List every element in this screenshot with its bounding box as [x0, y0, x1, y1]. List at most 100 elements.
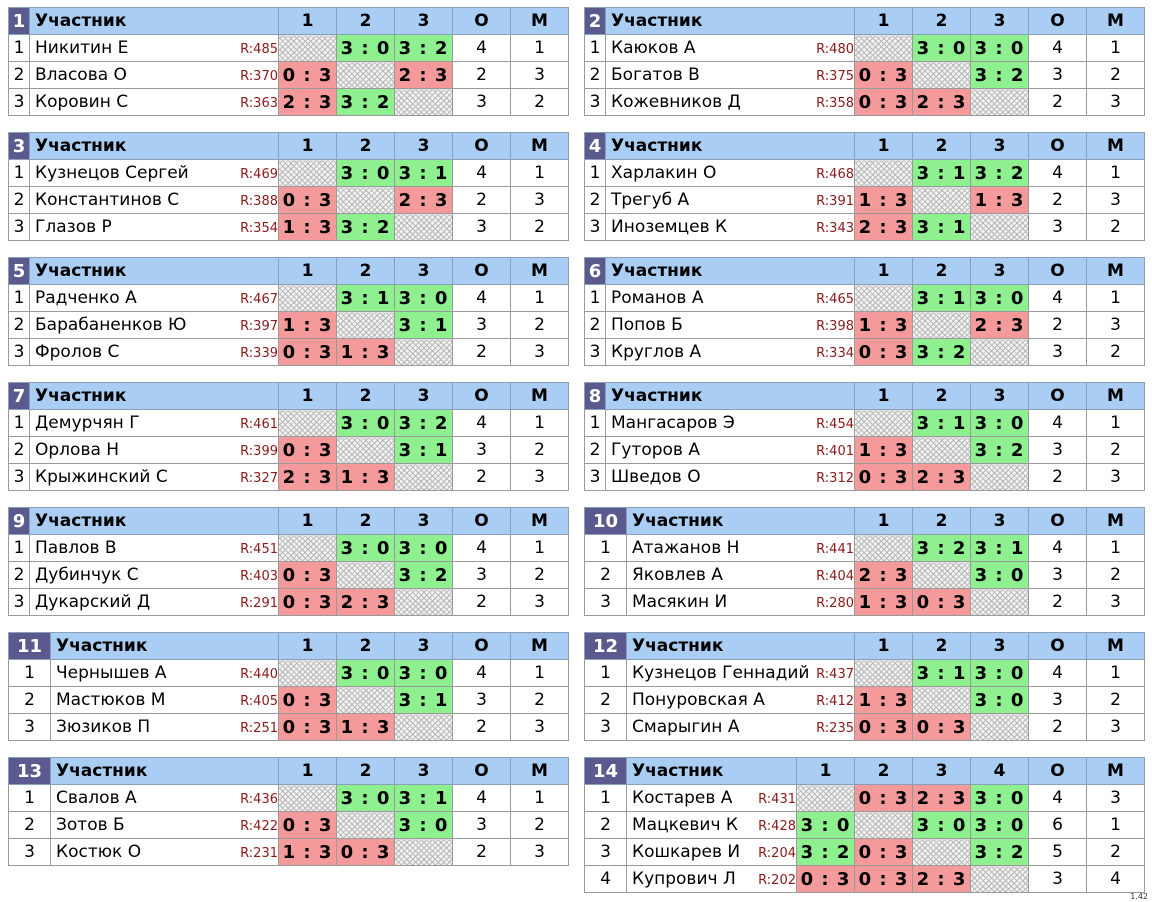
player-name-cell: Орлова Н R:399 [29, 436, 279, 464]
player-index: 2 [584, 436, 606, 464]
self-match-cell [912, 61, 971, 89]
player-name: Павлов В [35, 538, 117, 558]
player-index: 1 [584, 159, 606, 187]
place-column-header: М [1086, 382, 1145, 410]
match-score: 3 : 1 [394, 159, 453, 187]
player-points: 5 [1028, 838, 1087, 866]
player-name-cell: Глазов Р R:354 [29, 213, 279, 241]
match-score: 0 : 3 [278, 436, 337, 464]
points-column-header: О [452, 132, 511, 160]
player-place: 3 [510, 588, 569, 616]
player-points: 2 [452, 463, 511, 491]
player-name-cell: Крыжинский С R:327 [29, 463, 279, 491]
points-column-header: О [452, 757, 511, 785]
participant-header: Участник [605, 132, 855, 160]
points-column-header: О [1028, 757, 1087, 785]
player-name-cell: Демурчян Г R:461 [29, 409, 279, 437]
opponent-column-header: 2 [336, 757, 395, 785]
participant-header: Участник [50, 757, 279, 785]
place-column-header: М [510, 757, 569, 785]
opponent-column-header: 1 [278, 507, 337, 535]
player-name: Свалов А [56, 788, 137, 808]
group-number: 4 [584, 132, 606, 160]
match-score: 3 : 0 [336, 659, 395, 687]
match-score: 3 : 0 [394, 659, 453, 687]
player-place: 2 [1086, 686, 1145, 714]
player-index: 1 [8, 659, 51, 687]
opponent-column-header: 2 [912, 132, 971, 160]
player-rating: R:343 [815, 221, 854, 236]
group-header: 5 Участник 1 2 3 О М [8, 257, 569, 285]
player-name: Дукарский Д [35, 592, 151, 612]
player-points: 2 [1028, 463, 1087, 491]
self-match-cell [278, 34, 337, 62]
player-points: 3 [1028, 865, 1087, 893]
opponent-column-header: 2 [912, 257, 971, 285]
match-score: 3 : 0 [970, 659, 1029, 687]
match-score: 0 : 3 [912, 588, 971, 616]
group-table-3: 3 Участник 1 2 3 О М 1 Кузнецов Сергей R:469 3 : 0… [8, 132, 569, 241]
player-place: 2 [510, 561, 569, 589]
player-name-cell: Радченко А R:467 [29, 284, 279, 312]
place-column-header: М [510, 382, 569, 410]
player-place: 1 [1086, 284, 1145, 312]
player-name: Масякин И [632, 592, 728, 612]
match-score: 0 : 3 [854, 463, 913, 491]
player-points: 4 [452, 409, 511, 437]
player-index: 2 [8, 686, 51, 714]
player-place: 3 [1086, 588, 1145, 616]
match-score: 0 : 3 [336, 838, 395, 866]
opponent-column-header: 2 [336, 632, 395, 660]
place-column-header: М [1086, 632, 1145, 660]
opponent-column-header: 1 [854, 132, 913, 160]
player-rating: R:467 [239, 292, 278, 307]
player-points: 3 [1028, 561, 1087, 589]
self-match-cell [970, 88, 1029, 116]
self-match-cell [854, 284, 913, 312]
player-name: Круглов А [611, 342, 702, 362]
player-place: 2 [1086, 61, 1145, 89]
points-column-header: О [452, 382, 511, 410]
player-name: Фролов С [35, 342, 120, 362]
player-points: 4 [1028, 159, 1087, 187]
match-score: 2 : 3 [278, 88, 337, 116]
opponent-column-header: 2 [912, 7, 971, 35]
match-score: 3 : 1 [970, 534, 1029, 562]
player-name: Романов А [611, 288, 704, 308]
player-name: Иноземцев К [611, 217, 728, 237]
self-match-cell [970, 713, 1029, 741]
match-score: 2 : 3 [394, 186, 453, 214]
participant-header: Участник [626, 507, 855, 535]
player-place: 2 [1086, 561, 1145, 589]
player-place: 3 [1086, 88, 1145, 116]
self-match-cell [278, 784, 337, 812]
opponent-column-header: 1 [278, 757, 337, 785]
match-score: 3 : 0 [394, 811, 453, 839]
player-name: Константинов С [35, 190, 180, 210]
opponent-column-header: 1 [278, 132, 337, 160]
player-place: 3 [510, 713, 569, 741]
player-name: Гуторов А [611, 440, 700, 460]
player-place: 1 [1086, 534, 1145, 562]
player-place: 3 [510, 338, 569, 366]
self-match-cell [912, 311, 971, 339]
player-rating: R:412 [815, 694, 854, 709]
player-points: 4 [452, 659, 511, 687]
self-match-cell [970, 463, 1029, 491]
player-rating: R:391 [815, 194, 854, 209]
player-rating: R:431 [757, 792, 796, 807]
opponent-column-header: 2 [336, 7, 395, 35]
player-name: Смарыгин А [632, 717, 740, 737]
player-index: 2 [8, 811, 51, 839]
